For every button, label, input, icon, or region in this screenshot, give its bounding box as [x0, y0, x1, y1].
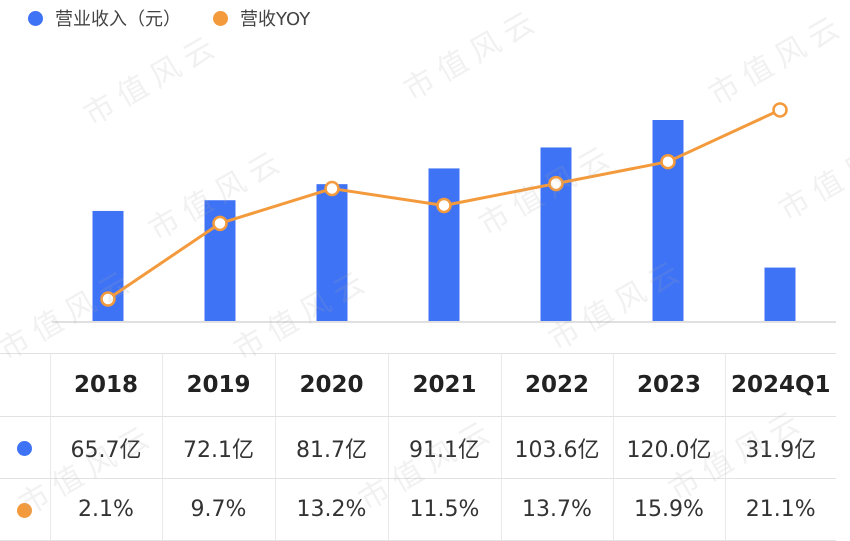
- yoy-point[interactable]: [100, 291, 116, 307]
- combo-chart: [52, 102, 836, 323]
- table-cell-yoy: 9.7%: [161, 478, 275, 541]
- table-cell-revenue: 81.7亿: [274, 416, 388, 479]
- legend-revenue-marker: [28, 10, 43, 26]
- table-cell-revenue: 31.9亿: [724, 416, 836, 479]
- legend-revenue-label: 营业收入（元）: [55, 9, 181, 30]
- table-row-yoy: 2.1% 9.7% 13.2% 11.5% 13.7% 15.9% 21.1%: [0, 478, 836, 541]
- table-cell-yoy: 11.5%: [387, 478, 501, 541]
- yoy-point[interactable]: [772, 102, 788, 118]
- table-header-cell: 2023: [612, 353, 725, 417]
- data-table: 2018 2019 2020 2021 2022 2023 2024Q1 65.…: [0, 353, 836, 541]
- revenue-bar[interactable]: [316, 184, 348, 321]
- yoy-row-marker-icon: [17, 502, 33, 518]
- yoy-point[interactable]: [436, 197, 452, 214]
- yoy-point[interactable]: [324, 180, 340, 197]
- chart-legend: 营业收入（元） 营收YOY: [28, 6, 342, 30]
- table-cell-yoy: 21.1%: [724, 478, 836, 541]
- legend-yoy-label: 营收YOY: [240, 9, 311, 30]
- revenue-bar[interactable]: [540, 147, 572, 321]
- row-yoy-marker-cell: [0, 478, 50, 541]
- legend-item-yoy[interactable]: 营收YOY: [213, 5, 310, 31]
- table-row-revenue: 65.7亿 72.1亿 81.7亿 91.1亿 103.6亿 120.0亿 31…: [0, 416, 836, 479]
- table-corner-cell: [0, 353, 50, 417]
- row-revenue-marker-cell: [0, 416, 50, 479]
- legend-yoy-marker: [213, 10, 228, 26]
- table-cell-yoy: 15.9%: [612, 478, 725, 541]
- table-header-cell: 2022: [500, 353, 613, 417]
- revenue-bar[interactable]: [652, 120, 684, 321]
- yoy-point[interactable]: [548, 175, 564, 192]
- yoy-point[interactable]: [660, 153, 676, 170]
- revenue-bar[interactable]: [428, 168, 460, 321]
- table-cell-yoy: 13.2%: [274, 478, 388, 541]
- table-cell-yoy: 2.1%: [49, 478, 162, 541]
- table-cell-revenue: 91.1亿: [387, 416, 501, 479]
- legend-item-revenue[interactable]: 营业收入（元）: [28, 5, 181, 31]
- table-header-cell: 2021: [387, 353, 501, 417]
- revenue-bar[interactable]: [764, 267, 796, 321]
- table-header-cell: 2020: [274, 353, 388, 417]
- table-cell-revenue: 120.0亿: [612, 416, 725, 479]
- table-cell-yoy: 13.7%: [500, 478, 613, 541]
- table-header-row: 2018 2019 2020 2021 2022 2023 2024Q1: [0, 353, 836, 417]
- table-header-cell: 2024Q1: [724, 353, 836, 417]
- table-header-cell: 2019: [161, 353, 275, 417]
- revenue-row-marker-icon: [17, 440, 33, 456]
- yoy-point[interactable]: [212, 215, 228, 232]
- table-cell-revenue: 103.6亿: [500, 416, 613, 479]
- table-header-cell: 2018: [49, 353, 162, 417]
- table-cell-revenue: 65.7亿: [49, 416, 162, 479]
- table-cell-revenue: 72.1亿: [161, 416, 275, 479]
